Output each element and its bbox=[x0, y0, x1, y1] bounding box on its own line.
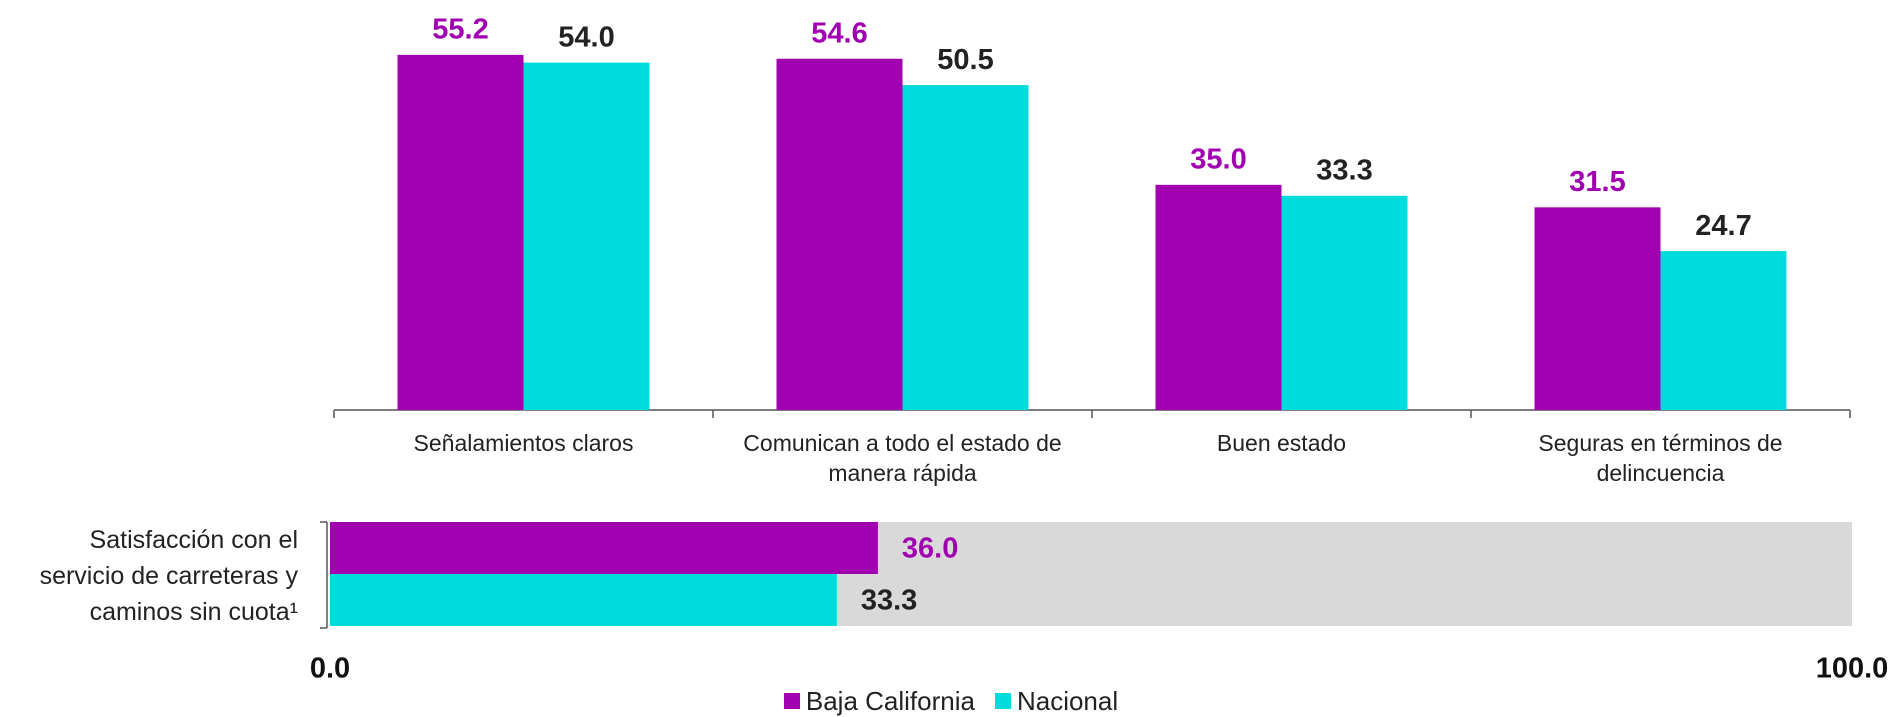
bar bbox=[776, 58, 903, 411]
bar bbox=[1155, 184, 1282, 410]
data-label: 33.3 bbox=[1316, 154, 1372, 186]
y-tick-label: Satisfacción con el servicio de carreter… bbox=[39, 526, 298, 626]
bar bbox=[1281, 195, 1408, 410]
legend-item: Baja California bbox=[783, 684, 975, 717]
bar bbox=[330, 574, 837, 626]
data-label: 36.0 bbox=[902, 533, 958, 565]
data-label: 31.5 bbox=[1569, 166, 1625, 198]
bar bbox=[1534, 207, 1661, 410]
bar bbox=[330, 522, 878, 574]
x-tick-label: Señalamientos claros bbox=[413, 430, 634, 456]
x-tick-label: Comunican a todo el estado de manera ráp… bbox=[743, 430, 1062, 486]
legend: Baja California Nacional bbox=[0, 684, 1902, 717]
legend-swatch bbox=[783, 693, 800, 710]
legend-label: Baja California bbox=[805, 685, 975, 716]
data-label: 50.5 bbox=[937, 44, 993, 76]
x-tick-label: 0.0 bbox=[310, 653, 350, 685]
bar bbox=[397, 54, 524, 410]
x-tick-label: 100.0 bbox=[1816, 653, 1889, 685]
x-tick-label: Buen estado bbox=[1216, 430, 1347, 456]
legend-label: Nacional bbox=[1016, 685, 1119, 716]
legend-swatch bbox=[994, 693, 1011, 710]
data-label: 24.7 bbox=[1695, 210, 1751, 242]
data-label: 35.0 bbox=[1190, 143, 1246, 175]
legend-item: Nacional bbox=[994, 684, 1119, 717]
bar bbox=[1660, 251, 1787, 410]
x-tick-label: Seguras en términos de delincuencia bbox=[1538, 430, 1783, 486]
data-label: 33.3 bbox=[861, 585, 917, 617]
bar bbox=[523, 62, 650, 410]
bar bbox=[902, 85, 1029, 410]
data-label: 54.0 bbox=[558, 21, 614, 53]
data-label: 55.2 bbox=[432, 14, 488, 46]
data-label: 54.6 bbox=[811, 17, 867, 49]
